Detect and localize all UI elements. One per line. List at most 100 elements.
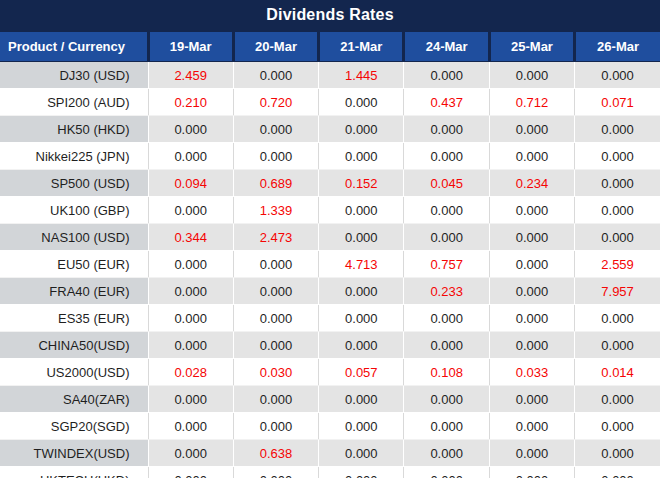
table-row: HK50 (HKD)0.0000.0000.0000.0000.0000.000	[0, 116, 660, 143]
product-label-cell: CHINA50(USD)	[0, 332, 148, 359]
product-label-cell: SP500 (USD)	[0, 170, 148, 197]
dividend-value-cell: 2.459	[148, 62, 233, 89]
product-label-cell: EU50 (EUR)	[0, 251, 148, 278]
product-label-cell: SPI200 (AUD)	[0, 89, 148, 116]
dividend-value-cell: 0.000	[404, 413, 489, 440]
column-header-date: 26-Mar	[575, 31, 660, 62]
dividend-value-cell: 0.000	[489, 143, 574, 170]
dividend-value-cell: 0.233	[404, 278, 489, 305]
product-label-cell: TWINDEX(USD)	[0, 440, 148, 467]
dividend-value-cell: 0.057	[319, 359, 404, 386]
dividend-value-cell: 0.000	[233, 413, 318, 440]
dividend-value-cell: 0.000	[575, 62, 660, 89]
table-row: DJ30 (USD)2.4590.0001.4450.0000.0000.000	[0, 62, 660, 89]
dividend-value-cell: 0.000	[233, 467, 318, 478]
dividend-value-cell: 2.473	[233, 224, 318, 251]
dividend-value-cell: 0.000	[489, 278, 574, 305]
dividend-value-cell: 0.000	[233, 116, 318, 143]
dividend-value-cell: 1.445	[319, 62, 404, 89]
dividend-value-cell: 0.000	[319, 332, 404, 359]
table-row: TWINDEX(USD)0.0000.6380.0000.0000.0000.0…	[0, 440, 660, 467]
dividend-value-cell: 0.030	[233, 359, 318, 386]
dividend-value-cell: 0.000	[319, 143, 404, 170]
dividend-value-cell: 0.437	[404, 89, 489, 116]
column-header-date: 19-Mar	[148, 31, 233, 62]
dividend-value-cell: 0.000	[319, 305, 404, 332]
dividend-value-cell: 0.152	[319, 170, 404, 197]
dividend-value-cell: 0.000	[404, 197, 489, 224]
dividend-value-cell: 0.757	[404, 251, 489, 278]
dividend-value-cell: 0.000	[148, 467, 233, 478]
dividend-value-cell: 0.000	[575, 224, 660, 251]
dividend-value-cell: 0.000	[575, 332, 660, 359]
dividend-value-cell: 0.000	[319, 89, 404, 116]
dividend-value-cell: 0.000	[319, 386, 404, 413]
product-label-cell: FRA40 (EUR)	[0, 278, 148, 305]
dividend-value-cell: 0.000	[575, 440, 660, 467]
dividend-value-cell: 0.210	[148, 89, 233, 116]
column-header-date: 20-Mar	[233, 31, 318, 62]
dividend-value-cell: 0.000	[404, 440, 489, 467]
dividend-value-cell: 0.014	[575, 359, 660, 386]
dividend-value-cell: 0.689	[233, 170, 318, 197]
dividend-value-cell: 0.000	[319, 224, 404, 251]
dividend-value-cell: 0.000	[575, 467, 660, 478]
dividend-value-cell: 0.000	[233, 386, 318, 413]
dividend-value-cell: 0.000	[148, 251, 233, 278]
dividend-value-cell: 0.234	[489, 170, 574, 197]
dividend-value-cell: 0.000	[319, 440, 404, 467]
dividend-value-cell: 0.000	[148, 143, 233, 170]
table-row: US2000(USD)0.0280.0300.0570.1080.0330.01…	[0, 359, 660, 386]
dividend-value-cell: 0.638	[233, 440, 318, 467]
dividend-value-cell: 0.000	[489, 332, 574, 359]
dividend-value-cell: 0.000	[404, 305, 489, 332]
dividend-value-cell: 0.000	[575, 116, 660, 143]
dividend-value-cell: 0.028	[148, 359, 233, 386]
dividend-value-cell: 0.000	[148, 278, 233, 305]
product-label-cell: US2000(USD)	[0, 359, 148, 386]
dividends-rates-panel: Dividends Rates Product / Currency19-Mar…	[0, 0, 660, 478]
table-row: SGP20(SGD)0.0000.0000.0000.0000.0000.000	[0, 413, 660, 440]
dividend-value-cell: 0.000	[404, 467, 489, 478]
table-row: Nikkei225 (JPN)0.0000.0000.0000.0000.000…	[0, 143, 660, 170]
dividend-value-cell: 0.000	[489, 386, 574, 413]
dividend-value-cell: 0.000	[489, 305, 574, 332]
dividend-value-cell: 0.000	[489, 62, 574, 89]
table-row: HKTECH(HKD)0.0000.0000.0000.0000.0000.00…	[0, 467, 660, 478]
dividend-value-cell: 0.000	[233, 278, 318, 305]
dividend-value-cell: 0.344	[148, 224, 233, 251]
dividends-rates-table: Product / Currency19-Mar20-Mar21-Mar24-M…	[0, 30, 660, 478]
table-row: ES35 (EUR)0.0000.0000.0000.0000.0000.000	[0, 305, 660, 332]
dividend-value-cell: 0.000	[489, 413, 574, 440]
column-header-date: 25-Mar	[489, 31, 574, 62]
dividend-value-cell: 0.000	[489, 467, 574, 478]
dividend-value-cell: 0.000	[489, 440, 574, 467]
column-header-date: 21-Mar	[319, 31, 404, 62]
dividend-value-cell: 0.000	[575, 143, 660, 170]
dividend-value-cell: 0.000	[319, 467, 404, 478]
dividend-value-cell: 0.000	[319, 413, 404, 440]
dividend-value-cell: 0.045	[404, 170, 489, 197]
dividend-value-cell: 0.000	[148, 413, 233, 440]
table-row: UK100 (GBP)0.0001.3390.0000.0000.0000.00…	[0, 197, 660, 224]
dividend-value-cell: 1.339	[233, 197, 318, 224]
table-row: EU50 (EUR)0.0000.0004.7130.7570.0002.559	[0, 251, 660, 278]
product-label-cell: UK100 (GBP)	[0, 197, 148, 224]
column-header-product-currency: Product / Currency	[0, 31, 148, 62]
dividend-value-cell: 0.000	[575, 305, 660, 332]
dividend-value-cell: 0.000	[319, 197, 404, 224]
dividend-value-cell: 0.000	[148, 332, 233, 359]
dividend-value-cell: 0.000	[148, 305, 233, 332]
dividend-value-cell: 0.000	[489, 197, 574, 224]
dividend-value-cell: 0.000	[575, 386, 660, 413]
dividend-value-cell: 0.000	[404, 224, 489, 251]
dividend-value-cell: 7.957	[575, 278, 660, 305]
dividend-value-cell: 0.108	[404, 359, 489, 386]
dividend-value-cell: 0.000	[233, 305, 318, 332]
dividend-value-cell: 0.000	[404, 386, 489, 413]
product-label-cell: SA40(ZAR)	[0, 386, 148, 413]
dividend-value-cell: 0.000	[404, 62, 489, 89]
dividend-value-cell: 0.000	[489, 251, 574, 278]
dividend-value-cell: 0.000	[404, 332, 489, 359]
dividend-value-cell: 0.000	[148, 386, 233, 413]
